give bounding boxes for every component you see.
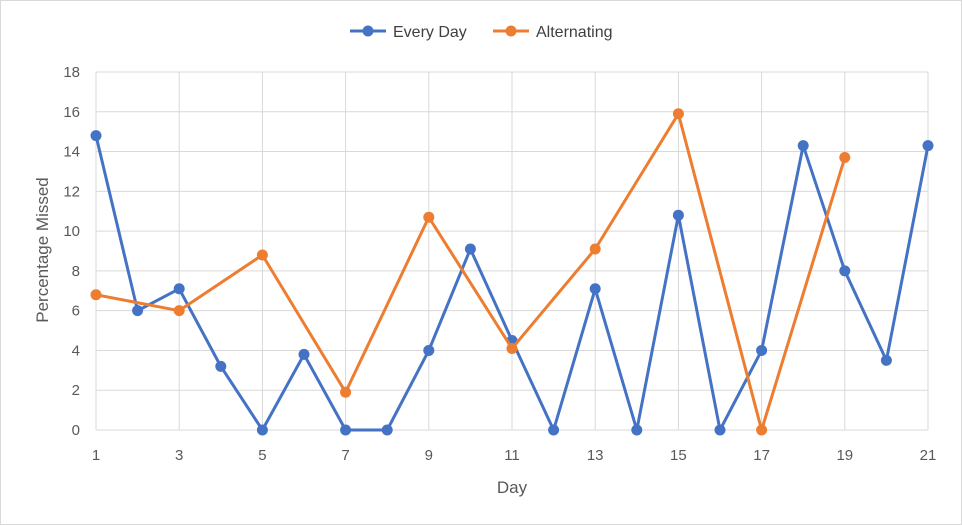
data-point-every-day: [922, 140, 934, 152]
data-point-every-day: [423, 344, 435, 356]
data-point-every-day: [797, 140, 809, 152]
y-tick-label: 16: [63, 104, 80, 121]
y-tick-label: 2: [72, 382, 80, 399]
x-tick-labels: 1 3 5 7 9 11 13 15 17 19 21: [92, 447, 937, 464]
series-line-alternating: [94, 112, 847, 432]
data-point-every-day: [672, 209, 684, 221]
series-every-day: [90, 130, 934, 436]
data-point-alternating: [340, 386, 352, 398]
data-point-every-day: [756, 344, 768, 356]
series-alternating: [90, 108, 851, 436]
data-point-every-day: [839, 265, 851, 277]
legend-marker-alternating: [505, 25, 517, 37]
data-point-every-day: [340, 424, 352, 436]
legend: Every Day Alternating: [350, 24, 613, 41]
data-point-alternating: [839, 152, 851, 164]
data-point-every-day: [215, 360, 227, 372]
y-tick-label: 4: [72, 342, 80, 359]
data-point-alternating: [672, 108, 684, 120]
data-point-every-day: [256, 424, 268, 436]
x-tick-label: 17: [753, 447, 770, 464]
x-tick-label: 5: [258, 447, 266, 464]
series-layer: [90, 108, 934, 436]
data-point-alternating: [506, 342, 518, 354]
data-point-every-day: [298, 348, 310, 360]
x-tick-label: 15: [670, 447, 687, 464]
legend-entry-alternating: Alternating: [493, 24, 613, 41]
y-tick-label: 10: [63, 223, 80, 240]
legend-entry-every-day: Every Day: [350, 24, 467, 41]
y-tick-label: 6: [72, 303, 80, 320]
data-point-alternating: [589, 243, 601, 255]
x-tick-label: 13: [587, 447, 604, 464]
gridlines: [95, 71, 929, 431]
y-tick-label: 14: [63, 144, 80, 161]
data-point-every-day: [631, 424, 643, 436]
y-tick-label: 8: [72, 263, 80, 280]
x-tick-label: 3: [175, 447, 183, 464]
data-point-every-day: [714, 424, 726, 436]
y-axis-title: Percentage Missed: [33, 177, 52, 323]
x-tick-label: 9: [425, 447, 433, 464]
y-tick-labels: 0 2 4 6 8 10 12 14 16 18: [63, 64, 80, 439]
data-point-every-day: [548, 424, 560, 436]
data-point-alternating: [256, 249, 268, 261]
x-axis-title: Day: [497, 478, 528, 497]
x-tick-label: 7: [341, 447, 349, 464]
data-point-every-day: [464, 243, 476, 255]
data-point-every-day: [173, 283, 185, 295]
data-point-every-day: [880, 354, 892, 366]
data-point-alternating: [423, 211, 435, 223]
x-tick-label: 11: [504, 447, 520, 464]
y-tick-label: 0: [72, 422, 80, 439]
legend-label-every-day: Every Day: [393, 24, 467, 41]
x-tick-label: 1: [92, 447, 100, 464]
data-point-alternating: [90, 289, 102, 301]
data-point-alternating: [756, 424, 768, 436]
data-point-every-day: [381, 424, 393, 436]
y-tick-label: 18: [63, 64, 80, 81]
legend-marker-every-day: [362, 25, 374, 37]
data-point-every-day: [589, 283, 601, 295]
data-point-every-day: [90, 130, 102, 142]
legend-label-alternating: Alternating: [536, 24, 613, 41]
data-point-alternating: [173, 305, 185, 317]
x-tick-label: 21: [920, 447, 937, 464]
data-point-every-day: [132, 305, 144, 317]
y-tick-label: 12: [63, 183, 80, 200]
x-tick-label: 19: [836, 447, 853, 464]
